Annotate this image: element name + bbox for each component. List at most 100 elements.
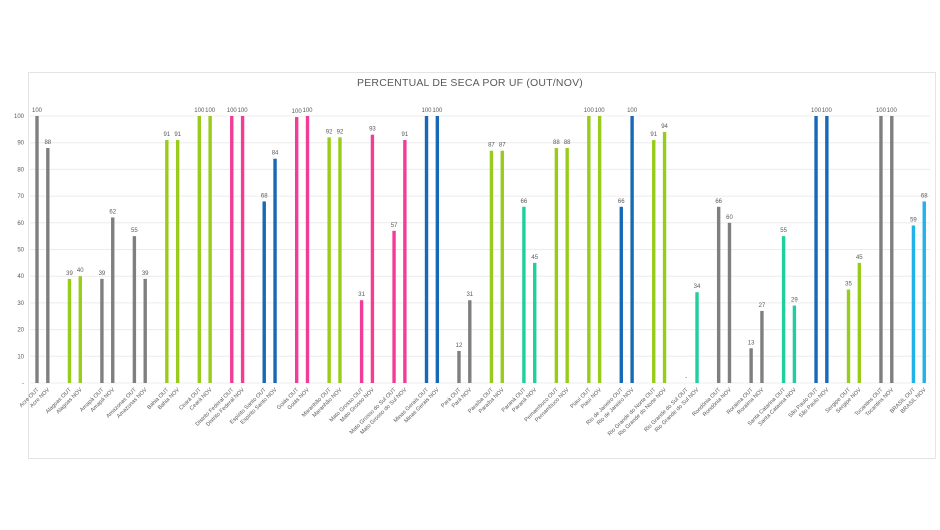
bar xyxy=(662,132,667,383)
data-label: 100 xyxy=(194,108,205,114)
bar xyxy=(208,116,212,383)
bar xyxy=(392,230,396,383)
bar xyxy=(727,222,732,383)
data-label: 100 xyxy=(227,108,238,114)
bar xyxy=(565,148,569,383)
bar xyxy=(792,305,797,383)
data-label: 88 xyxy=(553,140,560,146)
bar xyxy=(781,236,786,383)
data-label: 100 xyxy=(595,108,606,114)
data-label: 13 xyxy=(748,340,755,346)
data-label: 91 xyxy=(163,132,170,138)
bar xyxy=(554,148,559,383)
data-label: 55 xyxy=(131,228,138,234)
bar xyxy=(273,158,277,383)
data-label: 100 xyxy=(822,108,833,114)
y-tick-label: 80 xyxy=(17,167,24,173)
data-label: 45 xyxy=(531,255,538,261)
data-label: 100 xyxy=(32,108,43,114)
bar xyxy=(165,140,169,383)
bar xyxy=(78,276,82,383)
data-label: 12 xyxy=(456,343,463,349)
bar xyxy=(327,137,331,383)
bar xyxy=(100,278,104,383)
bar xyxy=(468,300,472,383)
data-label: 35 xyxy=(845,282,852,288)
data-label: 100 xyxy=(302,108,313,114)
data-label: 66 xyxy=(521,199,528,205)
data-label: 84 xyxy=(272,151,279,157)
data-label: 45 xyxy=(856,255,863,261)
bar xyxy=(522,206,526,383)
bar xyxy=(132,236,137,383)
y-tick-label: 40 xyxy=(17,274,24,280)
bar xyxy=(175,140,180,383)
bar xyxy=(403,140,407,383)
data-label: 40 xyxy=(77,268,84,274)
bar xyxy=(533,262,537,383)
data-label: 93 xyxy=(369,127,376,133)
bar xyxy=(435,116,440,383)
data-label: 100 xyxy=(238,108,249,114)
bar xyxy=(890,116,894,383)
bar xyxy=(825,116,829,383)
bar xyxy=(143,278,147,383)
data-label: 29 xyxy=(791,298,798,304)
bar xyxy=(587,116,591,383)
data-label: 91 xyxy=(174,132,181,138)
bar xyxy=(716,206,721,383)
bar xyxy=(857,262,862,383)
data-label: 91 xyxy=(650,132,657,138)
bar xyxy=(197,116,201,383)
bar xyxy=(630,116,634,383)
bar xyxy=(240,116,245,383)
bar xyxy=(619,206,623,383)
data-label: - xyxy=(685,375,687,381)
data-label: 62 xyxy=(109,209,116,215)
y-tick-label: 20 xyxy=(17,328,24,334)
data-label: 100 xyxy=(292,109,303,115)
bar xyxy=(749,348,753,383)
data-label: 91 xyxy=(402,132,409,138)
data-label: 68 xyxy=(921,193,928,199)
bar xyxy=(457,350,461,383)
bar xyxy=(294,117,299,384)
data-label: 100 xyxy=(422,108,433,114)
bar xyxy=(67,278,72,383)
y-tick-label: 10 xyxy=(17,354,24,360)
data-label: 94 xyxy=(661,124,668,130)
bar xyxy=(359,300,364,383)
bar xyxy=(338,137,342,383)
data-label: 60 xyxy=(726,215,733,221)
bar xyxy=(911,225,916,383)
data-label: 92 xyxy=(337,129,344,135)
data-label: 66 xyxy=(715,199,722,205)
y-tick-label: 70 xyxy=(17,194,24,200)
data-label: 100 xyxy=(432,108,443,114)
y-tick-label: 50 xyxy=(17,248,24,254)
data-label: 100 xyxy=(876,108,887,114)
bar xyxy=(424,116,429,383)
data-label: 31 xyxy=(466,292,473,298)
data-label: 59 xyxy=(910,217,917,223)
data-label: 100 xyxy=(205,108,216,114)
bar xyxy=(35,116,39,383)
data-label: 57 xyxy=(391,223,398,229)
data-label: 68 xyxy=(261,193,268,199)
bar xyxy=(489,150,494,383)
bar xyxy=(597,116,602,383)
bar xyxy=(262,201,266,383)
chart-title: PERCENTUAL DE SECA POR UF (OUT/NOV) xyxy=(357,77,583,89)
data-label: 27 xyxy=(759,303,766,309)
bar xyxy=(879,116,883,383)
data-label: 88 xyxy=(44,140,51,146)
data-label: 66 xyxy=(618,199,625,205)
data-label: 100 xyxy=(584,108,595,114)
data-label: 87 xyxy=(499,143,506,149)
bar xyxy=(305,116,310,383)
y-tick-label: 30 xyxy=(17,301,24,307)
data-label: 100 xyxy=(887,108,898,114)
y-tick-label: - xyxy=(22,381,24,387)
bar xyxy=(760,310,764,383)
